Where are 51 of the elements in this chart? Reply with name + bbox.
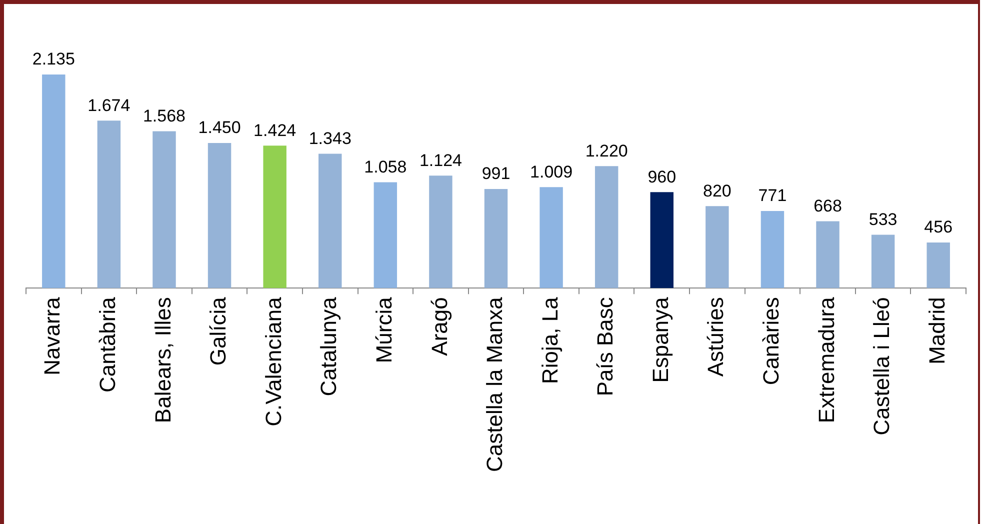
bar <box>594 166 618 288</box>
data-label: 1.424 <box>254 120 296 140</box>
bar <box>208 143 232 288</box>
bar <box>42 74 66 288</box>
x-tick-label: Espanya <box>648 296 673 383</box>
x-tick-label: Extremadura <box>814 296 839 424</box>
bar <box>374 182 398 288</box>
x-tick-label: Galícia <box>206 296 231 366</box>
bar <box>540 187 563 288</box>
bar <box>152 131 176 288</box>
data-label: 1.674 <box>88 96 130 115</box>
data-label: 1.220 <box>585 141 628 160</box>
bar <box>760 210 784 288</box>
x-tick-label: Madrid <box>924 297 950 364</box>
bar <box>263 146 286 288</box>
x-tick-label: Castella la Manxa <box>482 296 508 472</box>
x-tick-label: Canàries <box>758 297 784 386</box>
x-tick-label: Rioja, La <box>537 296 562 384</box>
bar <box>318 154 342 288</box>
x-tick-label: Castella i Lleó <box>869 297 894 436</box>
data-label: 1.058 <box>364 157 407 176</box>
data-label: 1.009 <box>530 162 573 182</box>
data-label: 1.568 <box>142 106 186 126</box>
bar <box>816 221 840 288</box>
data-label: 1.343 <box>308 128 352 148</box>
data-label: 820 <box>702 181 732 200</box>
data-label: 771 <box>758 186 787 206</box>
data-label: 2.135 <box>32 50 75 69</box>
data-label: 991 <box>482 164 510 184</box>
data-label: 668 <box>814 196 842 216</box>
data-label: 1.124 <box>419 150 462 170</box>
bar <box>926 242 950 288</box>
x-tick-label: Navarra <box>40 296 65 376</box>
bar <box>484 188 508 288</box>
x-tick-label: Astúries <box>703 297 728 377</box>
x-tick-label: País Basc <box>592 297 618 396</box>
x-tick-label: Catalunya <box>316 296 342 396</box>
x-tick-label: Aragó <box>426 297 452 356</box>
x-tick-label: Múrcia <box>371 296 396 364</box>
x-tick-label: C.Valenciana <box>260 296 286 426</box>
bar <box>871 234 895 288</box>
data-label: 533 <box>868 210 898 229</box>
data-label: 1.450 <box>198 118 241 138</box>
bar <box>706 206 729 288</box>
x-tick-label: Cantàbria <box>95 296 120 393</box>
bar <box>97 120 121 288</box>
bar <box>429 176 452 288</box>
bar <box>650 192 674 288</box>
data-label: 456 <box>924 218 953 237</box>
x-tick-label: Balears, Illes <box>150 297 176 424</box>
data-label: 960 <box>648 167 676 186</box>
